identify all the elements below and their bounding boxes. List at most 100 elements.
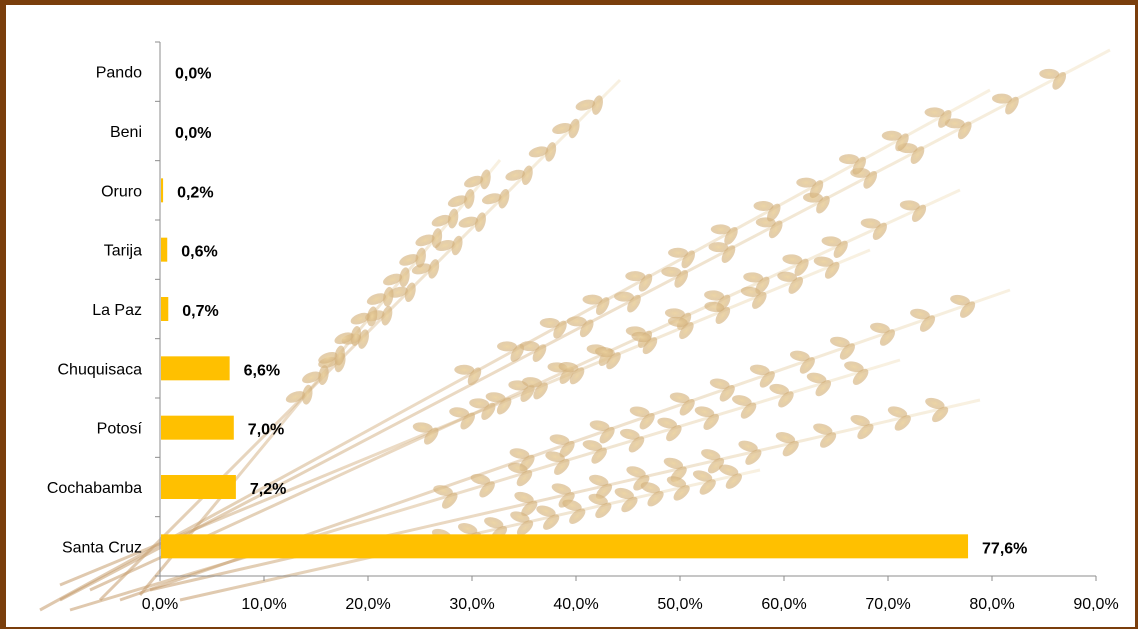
wheat-grain — [732, 395, 752, 406]
wheat-grain — [449, 407, 470, 418]
wheat-grain — [778, 391, 794, 408]
wheat-grain — [813, 256, 834, 267]
value-label: 0,0% — [175, 125, 211, 142]
x-tick-label: 10,0% — [241, 596, 286, 613]
wheat-grain — [625, 271, 646, 282]
wheat-grain — [932, 406, 949, 423]
wheat-grain — [582, 294, 603, 305]
bars — [161, 178, 969, 559]
wheat-grain — [442, 492, 458, 509]
wheat-grain — [521, 500, 538, 517]
wheat-grain — [664, 308, 685, 319]
wheat-grain — [668, 247, 689, 258]
wheat-grain — [412, 422, 433, 433]
wheat-grain — [755, 276, 770, 294]
wheat-grain — [620, 428, 640, 440]
wheat-grain — [521, 165, 533, 186]
wheat-grain — [431, 214, 451, 227]
wheat-grain — [809, 180, 824, 199]
wheat-grain — [399, 254, 419, 266]
wheat-grain — [399, 267, 410, 288]
wheat-grain — [334, 332, 354, 345]
wheat-grain — [707, 457, 725, 474]
wheat-grain — [428, 259, 440, 279]
wheat-grain — [704, 301, 725, 313]
wheat-grain — [910, 308, 930, 320]
wheat-grain — [553, 320, 567, 339]
wheat-grain — [366, 306, 378, 327]
x-tick-label: 0,0% — [142, 596, 178, 613]
wheat-grain — [759, 371, 775, 388]
wheat-grain — [887, 406, 908, 418]
wheat-grain — [480, 169, 491, 190]
wheat-grain — [505, 169, 525, 181]
wheat-grain — [562, 499, 582, 511]
wheat-grain — [458, 216, 479, 228]
wheat-grain — [496, 397, 512, 415]
wheat-grain — [507, 462, 528, 474]
category-label: Cochabamba — [47, 480, 142, 497]
wheat-grain — [674, 269, 689, 288]
wheat-grain — [708, 242, 729, 253]
wheat-grain — [657, 417, 677, 429]
wheat-grain — [679, 399, 695, 416]
wheat-grain — [666, 476, 687, 488]
bar-cochabamba — [161, 475, 236, 499]
wheat-grain — [919, 315, 936, 332]
wheat-grain — [631, 331, 652, 343]
wheat-grain — [782, 440, 799, 457]
category-label: Chuquisaca — [58, 361, 143, 378]
wheat-grain — [628, 436, 645, 453]
wheat-grain — [857, 423, 874, 440]
wheat-grain — [860, 218, 881, 229]
wheat-grain — [782, 254, 803, 265]
wheat-grain — [924, 107, 945, 118]
wheat-grain — [1005, 96, 1019, 115]
x-tick-label: 20,0% — [345, 596, 390, 613]
wheat-grain — [895, 133, 909, 152]
value-label: 0,2% — [177, 184, 213, 201]
wheat-grain — [595, 502, 612, 519]
wheat-grain — [844, 361, 864, 373]
wheat-grain — [334, 345, 345, 366]
x-tick-labels: 0,0% 10,0% 20,0% 30,0% 40,0% 50,0% 60,0% 70,0% 8… — [142, 596, 1119, 613]
wheat-grain — [806, 372, 827, 384]
category-label: Oruro — [101, 183, 142, 200]
wheat-grain — [582, 440, 603, 451]
wheat-grain — [775, 432, 796, 444]
wheat-grain — [423, 427, 439, 445]
wheat-grain — [679, 322, 694, 340]
wheat-grain — [830, 336, 850, 348]
bar-santa-cruz — [161, 534, 969, 559]
wheat-grain — [715, 306, 731, 324]
wheat-grain — [820, 432, 837, 448]
wheat-grain — [738, 440, 758, 452]
wheat-grain — [719, 464, 739, 476]
x-tick-label: 90,0% — [1073, 596, 1118, 613]
wheat-grain — [681, 250, 695, 269]
wheat-grain — [721, 245, 736, 263]
wheat-grain — [863, 170, 878, 189]
wheat-grain — [569, 508, 586, 524]
wheat-grain — [536, 505, 556, 517]
wheat-grain — [383, 286, 394, 307]
wheat-grain — [481, 193, 502, 205]
wheat-grain — [910, 146, 925, 164]
wheat-grain — [533, 382, 548, 400]
wheat-grain — [568, 118, 580, 139]
wheat-grain — [768, 220, 783, 239]
wheat-grain — [285, 391, 305, 403]
wheat-grain — [881, 130, 902, 141]
wheat-grain — [642, 337, 658, 355]
wheat-grain — [824, 261, 840, 279]
x-tick-label: 80,0% — [969, 596, 1014, 613]
wheat-grain — [509, 448, 530, 459]
wheat-grain — [938, 109, 952, 128]
wheat-grain — [719, 385, 735, 402]
wheat-grain — [839, 154, 860, 165]
wheat-grain — [879, 329, 896, 346]
wheat-grain — [626, 466, 646, 478]
wheat-grain — [740, 286, 761, 297]
